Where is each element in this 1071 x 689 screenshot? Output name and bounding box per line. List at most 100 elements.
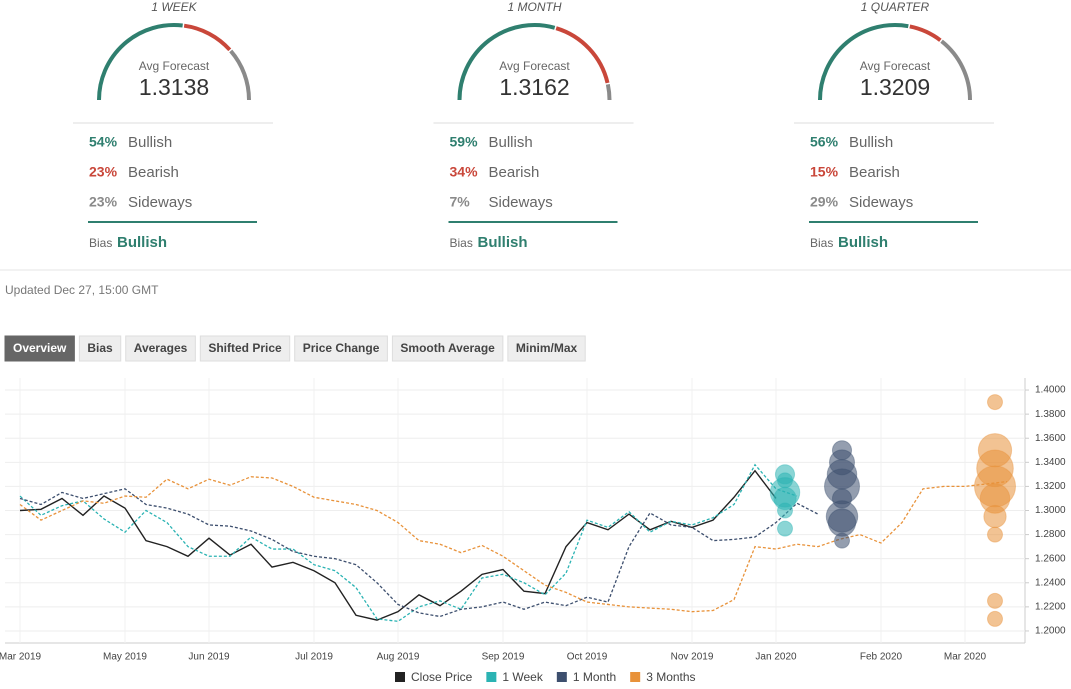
gauge-segment — [555, 26, 610, 84]
tab-label[interactable]: Bias — [87, 341, 113, 355]
x-tick-label: Nov 2019 — [671, 652, 714, 663]
forecast-bubble — [834, 532, 850, 549]
legend-swatch — [486, 672, 497, 682]
period-label: 1 MONTH — [508, 0, 562, 14]
row-pct: 15% — [810, 164, 839, 180]
bias-value: Bullish — [838, 234, 888, 251]
x-tick-label: Mar 2019 — [0, 652, 42, 663]
updated-note: Updated Dec 27, 15:00 GMT — [5, 283, 159, 297]
bias-value: Bullish — [117, 234, 167, 251]
gauge-segment — [229, 49, 251, 101]
x-tick-label: Jun 2019 — [188, 652, 230, 663]
gauge-segment — [605, 83, 612, 101]
avg-value: 1.3162 — [499, 74, 569, 100]
row-pct: 56% — [810, 134, 839, 150]
row-name: Sideways — [849, 194, 913, 211]
bias-value: Bullish — [478, 234, 528, 251]
tab[interactable]: Shifted Price — [199, 335, 291, 362]
series-line — [19, 488, 819, 618]
legend-swatch — [395, 672, 405, 682]
gauge-segment — [457, 23, 556, 101]
row-name: Sideways — [128, 194, 192, 211]
tab-label[interactable]: Overview — [13, 341, 67, 355]
tab-label[interactable]: Price Change — [303, 341, 380, 355]
x-tick-label: May 2019 — [103, 652, 147, 663]
tab-bg[interactable] — [4, 335, 75, 362]
legend-swatch — [630, 672, 641, 682]
y-tick-label: 1.2000 — [1035, 626, 1066, 637]
bias-label: Bias — [810, 236, 833, 250]
period-label: 1 QUARTER — [861, 0, 930, 14]
x-tick-label: Jul 2019 — [295, 652, 333, 663]
y-tick-label: 1.4000 — [1035, 385, 1066, 396]
tab-label[interactable]: Averages — [134, 341, 188, 355]
tab[interactable]: Price Change — [294, 335, 388, 362]
avg-label: Avg Forecast — [860, 59, 931, 73]
tab[interactable]: Averages — [125, 335, 196, 362]
legend-swatch — [556, 672, 567, 682]
row-pct: 54% — [89, 134, 118, 150]
gauge-segment — [909, 24, 942, 42]
tab[interactable]: Overview — [4, 335, 75, 362]
tab[interactable]: Bias — [78, 335, 122, 362]
x-tick-label: Aug 2019 — [377, 652, 420, 663]
series-line — [19, 463, 798, 622]
y-tick-label: 1.2400 — [1035, 577, 1066, 588]
tab-label[interactable]: Minim/Max — [516, 341, 578, 355]
row-name: Bearish — [128, 164, 179, 181]
forecast-bubble — [987, 526, 1003, 543]
y-tick-label: 1.3800 — [1035, 409, 1066, 420]
y-tick-label: 1.3400 — [1035, 457, 1066, 468]
forecast-bubble — [983, 504, 1007, 529]
row-name: Bullish — [128, 134, 172, 151]
tab-bg[interactable] — [78, 335, 122, 362]
legend-label: Close Price — [411, 670, 473, 684]
tab-bg[interactable] — [199, 335, 291, 362]
y-tick-label: 1.2200 — [1035, 602, 1066, 613]
forecast-bubble — [987, 610, 1003, 627]
forecast-bubble — [987, 394, 1003, 411]
row-pct: 7% — [450, 194, 471, 210]
row-name: Bearish — [489, 164, 540, 181]
gauge-segment — [97, 23, 183, 101]
legend-label: 1 Week — [502, 670, 543, 684]
gauge-segment — [940, 39, 972, 101]
forecast-bubble — [777, 502, 793, 519]
x-tick-label: Jan 2020 — [755, 652, 797, 663]
row-name: Bearish — [849, 164, 900, 181]
tab-label[interactable]: Smooth Average — [400, 341, 495, 355]
tab-bg[interactable] — [391, 335, 504, 362]
legend-label: 3 Months — [646, 670, 695, 684]
tab-bg[interactable] — [125, 335, 196, 362]
row-pct: 29% — [810, 194, 839, 210]
tab-bg[interactable] — [507, 335, 586, 362]
row-name: Bullish — [489, 134, 533, 151]
tab-label[interactable]: Shifted Price — [208, 341, 282, 355]
tab[interactable]: Smooth Average — [391, 335, 504, 362]
y-tick-label: 1.2800 — [1035, 529, 1066, 540]
y-tick-label: 1.2600 — [1035, 553, 1066, 564]
bias-label: Bias — [89, 236, 112, 250]
y-tick-label: 1.3200 — [1035, 481, 1066, 492]
row-name: Sideways — [489, 194, 553, 211]
avg-label: Avg Forecast — [499, 59, 570, 73]
tab[interactable]: Minim/Max — [507, 335, 586, 362]
bias-label: Bias — [450, 236, 473, 250]
tab-bg[interactable] — [294, 335, 388, 362]
y-tick-label: 1.3600 — [1035, 433, 1066, 444]
avg-label: Avg Forecast — [139, 59, 210, 73]
x-tick-label: Sep 2019 — [482, 652, 525, 663]
y-tick-label: 1.3000 — [1035, 505, 1066, 516]
forecast-bubble — [827, 508, 857, 537]
legend-label: 1 Month — [573, 670, 616, 684]
gauge-segment — [183, 23, 232, 52]
x-tick-label: Oct 2019 — [567, 652, 608, 663]
row-pct: 23% — [89, 164, 118, 180]
series-line — [19, 469, 777, 621]
avg-value: 1.3138 — [139, 74, 209, 100]
row-pct: 59% — [450, 134, 479, 150]
x-tick-label: Feb 2020 — [860, 652, 903, 663]
row-pct: 23% — [89, 194, 118, 210]
